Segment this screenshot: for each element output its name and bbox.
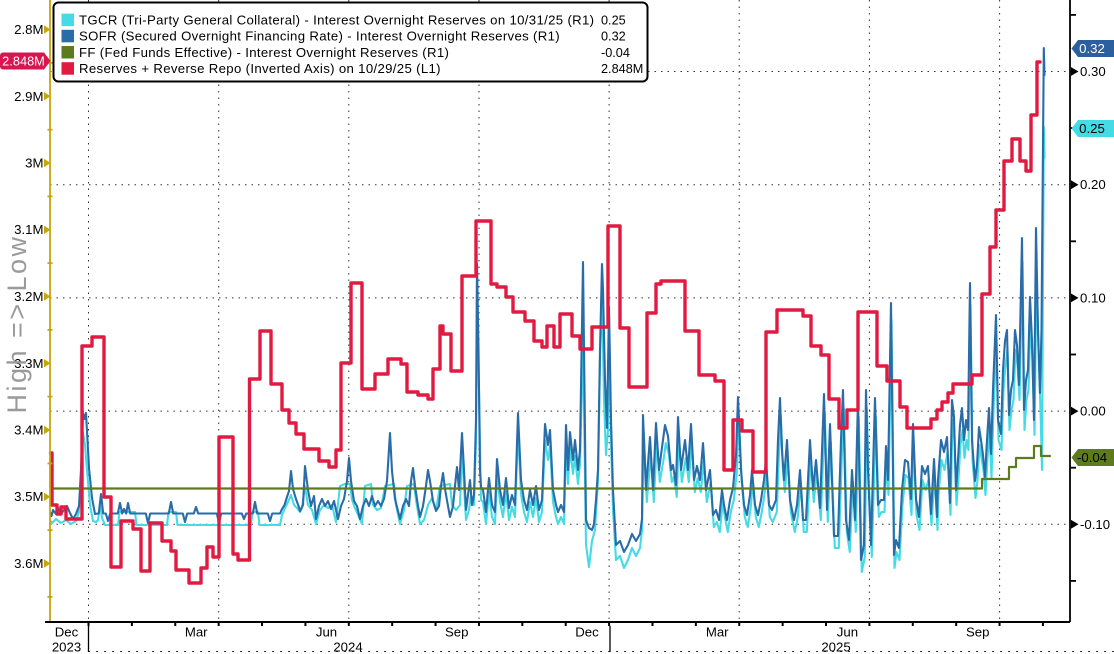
svg-text:Dec: Dec xyxy=(575,625,599,640)
svg-text:High => Low: High => Low xyxy=(2,234,32,413)
svg-text:Reserves + Reverse Repo (Inver: Reserves + Reverse Repo (Inverted Axis) … xyxy=(79,61,441,76)
svg-text:0.25: 0.25 xyxy=(601,13,626,27)
svg-text:2025: 2025 xyxy=(821,640,850,654)
svg-text:Sep: Sep xyxy=(966,625,989,640)
svg-text:3M: 3M xyxy=(25,156,43,171)
svg-text:Jun: Jun xyxy=(837,625,858,640)
svg-text:2.8M: 2.8M xyxy=(14,22,43,37)
svg-text:2.848M: 2.848M xyxy=(2,54,45,69)
svg-text:SOFR (Secured Overnight Financ: SOFR (Secured Overnight Financing Rate) … xyxy=(79,29,560,44)
svg-text:Mar: Mar xyxy=(706,625,729,640)
svg-text:Sep: Sep xyxy=(445,625,468,640)
svg-text:3.3M: 3.3M xyxy=(14,356,43,371)
svg-text:3.2M: 3.2M xyxy=(14,289,43,304)
svg-text:Dec: Dec xyxy=(55,625,79,640)
svg-text:0.20: 0.20 xyxy=(1080,177,1106,192)
svg-text:3.1M: 3.1M xyxy=(14,222,43,237)
svg-text:-0.04: -0.04 xyxy=(601,46,630,60)
svg-text:-0.04: -0.04 xyxy=(1077,450,1107,465)
svg-text:Mar: Mar xyxy=(185,625,208,640)
svg-text:2023: 2023 xyxy=(52,640,81,654)
svg-text:3.5M: 3.5M xyxy=(14,489,43,504)
svg-text:0.32: 0.32 xyxy=(1079,41,1105,56)
svg-text:3.6M: 3.6M xyxy=(14,556,43,571)
svg-text:TGCR (Tri-Party General Collat: TGCR (Tri-Party General Collateral) - In… xyxy=(79,12,594,27)
svg-text:Jun: Jun xyxy=(316,625,337,640)
svg-text:2024: 2024 xyxy=(333,640,362,654)
svg-text:0.25: 0.25 xyxy=(1079,121,1105,136)
svg-text:0.00: 0.00 xyxy=(1080,404,1106,419)
svg-text:0.32: 0.32 xyxy=(601,30,626,44)
svg-text:2.9M: 2.9M xyxy=(14,89,43,104)
svg-text:3.4M: 3.4M xyxy=(14,423,43,438)
svg-text:FF (Fed Funds Effective) - Int: FF (Fed Funds Effective) - Interest Over… xyxy=(79,45,449,60)
svg-text:-0.10: -0.10 xyxy=(1080,517,1110,532)
svg-text:0.30: 0.30 xyxy=(1080,64,1106,79)
svg-text:2.848M: 2.848M xyxy=(601,62,643,76)
svg-text:0.10: 0.10 xyxy=(1080,290,1106,305)
